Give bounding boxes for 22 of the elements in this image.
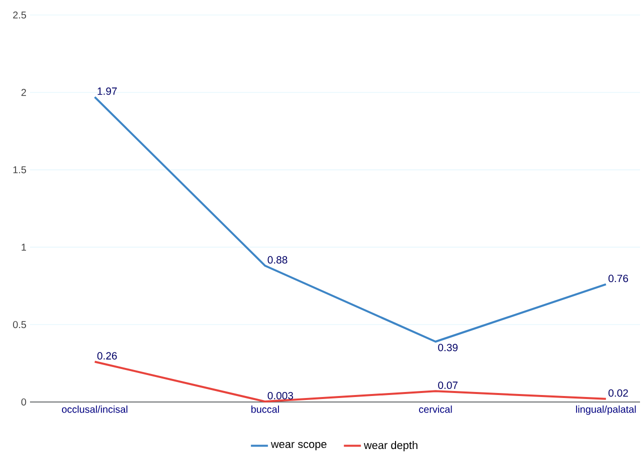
y-tick-label: 0 (21, 398, 26, 406)
data-label: 0.26 (97, 352, 117, 360)
y-tick-label: 1 (22, 244, 26, 251)
y-tick-label: 2 (21, 88, 26, 96)
x-tick-label: cervical (419, 406, 452, 413)
y-tick-label: 0.5 (13, 321, 26, 328)
line-series (94, 96, 607, 343)
data-label: 0.88 (268, 256, 288, 264)
x-tick-label: occlusal/incisal (62, 406, 128, 413)
legend-label: wear scope (270, 442, 326, 450)
legend-label: wear depth (364, 441, 418, 452)
data-label: 0.76 (608, 274, 628, 282)
data-label: 0.02 (608, 389, 628, 397)
data-label: 0.003 (268, 392, 294, 400)
y-tick-label: 2.5 (13, 11, 26, 19)
x-tick-label: buccal (251, 406, 279, 413)
line-series (94, 360, 607, 403)
x-tick-label: lingual/palatal (576, 406, 636, 415)
data-label: 0.39 (438, 344, 458, 352)
data-label: 1.97 (98, 87, 117, 95)
y-tick-label: 1.5 (13, 166, 26, 174)
data-label: 0.07 (438, 382, 458, 389)
